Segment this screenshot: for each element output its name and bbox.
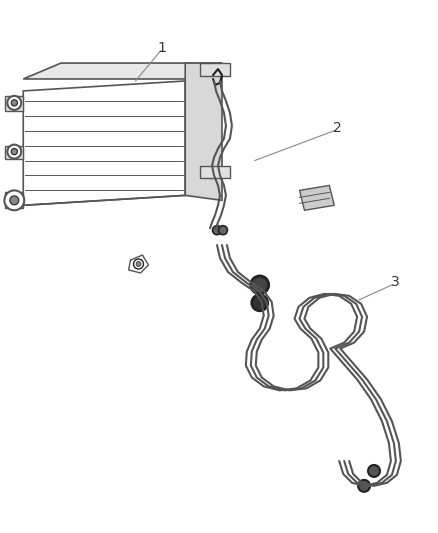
Circle shape bbox=[4, 190, 24, 211]
Polygon shape bbox=[5, 192, 23, 208]
Polygon shape bbox=[200, 166, 230, 179]
Text: 1: 1 bbox=[158, 41, 167, 55]
Circle shape bbox=[219, 225, 227, 235]
Circle shape bbox=[212, 225, 222, 235]
Polygon shape bbox=[5, 146, 23, 158]
Circle shape bbox=[368, 465, 380, 477]
Text: 3: 3 bbox=[391, 275, 399, 289]
Circle shape bbox=[7, 144, 21, 158]
Text: 2: 2 bbox=[333, 121, 342, 135]
Polygon shape bbox=[300, 185, 334, 211]
Circle shape bbox=[358, 480, 370, 492]
Circle shape bbox=[10, 196, 19, 205]
Circle shape bbox=[11, 149, 18, 155]
Circle shape bbox=[252, 295, 268, 311]
Polygon shape bbox=[185, 63, 222, 200]
Circle shape bbox=[7, 96, 21, 110]
Circle shape bbox=[251, 276, 268, 294]
Polygon shape bbox=[5, 96, 23, 111]
Polygon shape bbox=[23, 63, 222, 79]
Polygon shape bbox=[200, 63, 230, 76]
Circle shape bbox=[11, 100, 18, 106]
Circle shape bbox=[136, 262, 141, 266]
Circle shape bbox=[134, 259, 144, 269]
